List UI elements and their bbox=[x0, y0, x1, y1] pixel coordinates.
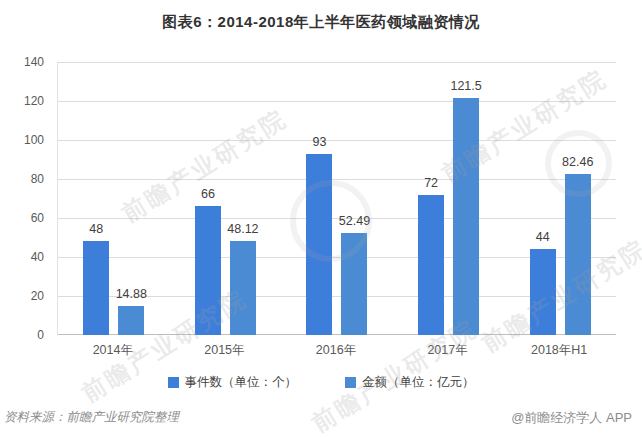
bar-value-label: 121.5 bbox=[450, 79, 481, 93]
x-tick-label: 2014年 bbox=[57, 342, 169, 359]
bar-group: 72 121.5 bbox=[393, 62, 505, 335]
bar-amount: 82.46 bbox=[565, 174, 591, 335]
bar-events: 66 bbox=[195, 206, 221, 335]
bar-events: 48 bbox=[83, 241, 109, 335]
bar-value-label: 72 bbox=[424, 176, 438, 190]
y-tick-label: 20 bbox=[31, 289, 44, 303]
y-tick-label: 120 bbox=[24, 94, 44, 108]
y-tick-label: 140 bbox=[24, 55, 44, 69]
plot-area: 48 14.88 66 48.12 93 52.49 72 121.5 44 82.46 bbox=[57, 62, 616, 335]
bar-value-label: 93 bbox=[313, 135, 327, 149]
bar-value-label: 44 bbox=[536, 230, 550, 244]
bar-events: 44 bbox=[530, 249, 556, 335]
y-tick-label: 40 bbox=[31, 250, 44, 264]
x-tick-label: 2018年H1 bbox=[503, 342, 615, 359]
y-axis-labels: 020406080100120140 bbox=[0, 62, 50, 335]
x-tick-label: 2015年 bbox=[169, 342, 281, 359]
bar-amount: 52.49 bbox=[341, 233, 367, 335]
bar-value-label: 52.49 bbox=[339, 214, 370, 228]
x-axis-labels: 2014年2015年2016年2017年2018年H1 bbox=[57, 342, 615, 359]
legend-item-events: 事件数（单位：个） bbox=[168, 374, 298, 391]
chart-page: 图表6：2014-2018年上半年医药领域融资情况 0 20 40 60 80 100 12… bbox=[0, 0, 642, 437]
legend-swatch-events bbox=[168, 377, 179, 388]
bar-value-label: 82.46 bbox=[562, 155, 593, 169]
bar-value-label: 14.88 bbox=[116, 287, 147, 301]
legend-swatch-amount bbox=[345, 377, 356, 388]
bar-group: 48 14.88 bbox=[58, 62, 170, 335]
y-tick-label: 100 bbox=[24, 133, 44, 147]
bar-amount: 14.88 bbox=[118, 306, 144, 335]
chart-legend: 事件数（单位：个） 金额（单位：亿元） bbox=[0, 374, 642, 391]
chart-title: 图表6：2014-2018年上半年医药领域融资情况 bbox=[0, 13, 642, 32]
credit-note: @前瞻经济学人 APP bbox=[511, 409, 632, 427]
bar-amount: 121.5 bbox=[453, 98, 479, 335]
y-tick-label: 0 bbox=[37, 328, 44, 342]
x-tick-label: 2017年 bbox=[392, 342, 504, 359]
bar-value-label: 48 bbox=[89, 222, 103, 236]
y-tick-label: 60 bbox=[31, 211, 44, 225]
bar-group: 66 48.12 bbox=[170, 62, 282, 335]
bar-value-label: 48.12 bbox=[227, 222, 258, 236]
bar-group: 93 52.49 bbox=[281, 62, 393, 335]
legend-item-amount: 金额（单位：亿元） bbox=[345, 374, 475, 391]
bar-amount: 48.12 bbox=[230, 241, 256, 335]
legend-label-events: 事件数（单位：个） bbox=[185, 374, 298, 391]
bar-value-label: 66 bbox=[201, 187, 215, 201]
y-tick-label: 80 bbox=[31, 172, 44, 186]
bar-events: 93 bbox=[306, 154, 332, 335]
bar-group: 44 82.46 bbox=[504, 62, 616, 335]
data-source-note: 资料来源：前瞻产业研究院整理 bbox=[4, 409, 179, 426]
x-tick-label: 2016年 bbox=[280, 342, 392, 359]
legend-label-amount: 金额（单位：亿元） bbox=[362, 374, 475, 391]
bar-events: 72 bbox=[418, 195, 444, 335]
